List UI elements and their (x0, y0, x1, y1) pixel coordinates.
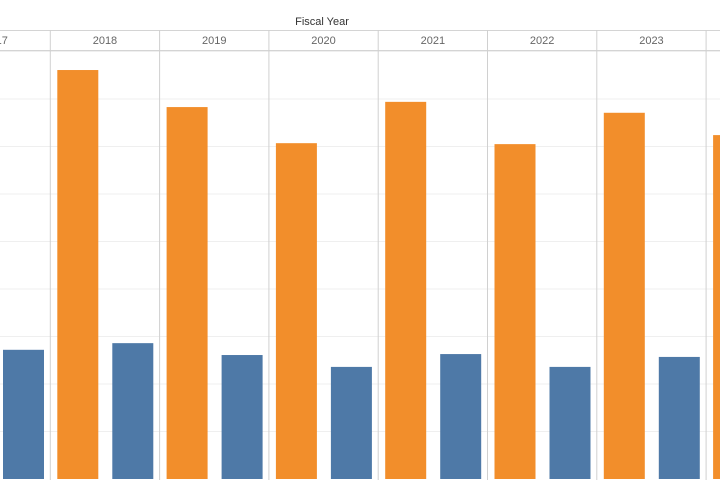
bar (3, 349, 44, 479)
bar (385, 101, 427, 479)
bar (494, 144, 536, 479)
column-header: 2021 (421, 35, 445, 47)
bar (330, 366, 372, 479)
bar (112, 343, 154, 479)
column-header: 2019 (202, 35, 226, 47)
bar (713, 135, 720, 479)
column-header: 2023 (639, 35, 663, 47)
column-header: 2020 (311, 35, 335, 47)
bar (221, 355, 263, 479)
bar (603, 112, 645, 480)
bar (275, 143, 317, 480)
column-header: 2017 (0, 35, 8, 47)
bar (57, 70, 99, 480)
column-header: 2022 (530, 35, 554, 47)
bar (658, 356, 700, 479)
column-header: 2018 (93, 35, 117, 47)
bar (440, 354, 482, 479)
bar (166, 107, 208, 479)
chart-title: Fiscal Year (295, 16, 349, 28)
bar (549, 366, 591, 479)
